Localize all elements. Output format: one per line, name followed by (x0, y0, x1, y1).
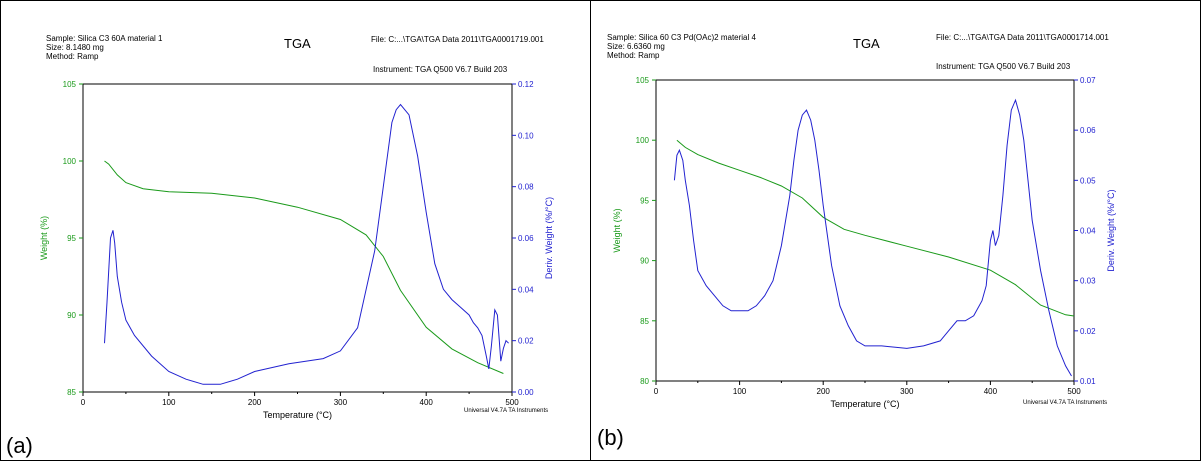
y-right-axis-label: Deriv. Weight (%/°C) (1106, 189, 1116, 271)
y-right-tick-label: 0.04 (518, 285, 534, 294)
y-left-tick-label: 105 (636, 76, 650, 85)
instrument-footer: Universal V4.7A TA Instruments (464, 408, 548, 414)
x-tick-label: 100 (162, 398, 176, 407)
sample-label: Sample: Silica 60 C3 Pd(OAc)2 material 4 (607, 33, 756, 42)
panel-label-a: (a) (6, 433, 33, 458)
y-left-tick-label: 90 (640, 257, 649, 266)
weight-curve (104, 160, 504, 374)
x-tick-label: 300 (334, 398, 348, 407)
y-left-tick-label: 80 (640, 377, 649, 386)
file-label: File: C:...\TGA\TGA Data 2011\TGA0001719… (371, 35, 544, 44)
size-label: Size: 6.6360 mg (607, 42, 665, 51)
x-axis-label: Temperature (°C) (830, 399, 899, 409)
y-right-tick-label: 0.03 (1080, 277, 1096, 286)
derivative-curve (673, 98, 1072, 377)
method-label: Method: Ramp (46, 52, 99, 61)
x-tick-label: 200 (817, 387, 831, 396)
chart-panel-b: Sample: Silica 60 C3 Pd(OAc)2 material 4… (591, 0, 1201, 461)
size-label: Size: 8.1480 mg (46, 43, 104, 52)
x-tick-label: 100 (733, 387, 747, 396)
y-left-tick-label: 90 (67, 311, 76, 320)
chart-svg-b: 0 100 200 300 400 500 80 85 90 95 100 105 0.01 0.02 0.… (612, 76, 1116, 409)
y-right-tick-label: 0.06 (518, 234, 534, 243)
x-tick-label: 500 (505, 398, 519, 407)
panel-label-b: (b) (597, 425, 624, 450)
y-left-tick-label: 95 (67, 234, 76, 243)
instrument-label: Instrument: TGA Q500 V6.7 Build 203 (936, 62, 1071, 71)
x-tick-label: 400 (420, 398, 434, 407)
y-right-tick-label: 0.06 (1080, 126, 1096, 135)
y-right-tick-label: 0.08 (518, 183, 534, 192)
instrument-footer: Universal V4.7A TA Instruments (1023, 400, 1107, 406)
x-tick-label: 300 (900, 387, 914, 396)
y-right-tick-label: 0.00 (518, 388, 534, 397)
y-left-axis-label: Weight (%) (612, 208, 622, 252)
y-right-tick-label: 0.05 (1080, 176, 1096, 185)
x-tick-label: 400 (984, 387, 998, 396)
plot-area (655, 79, 1075, 382)
chart-title: TGA (853, 36, 880, 51)
x-tick-label: 0 (654, 387, 659, 396)
y-left-tick-label: 100 (63, 157, 77, 166)
x-axis-label: Temperature (°C) (263, 410, 332, 420)
x-tick-label: 500 (1067, 387, 1081, 396)
derivative-curve (104, 103, 509, 385)
method-label: Method: Ramp (607, 51, 660, 60)
chart-panel-a: Sample: Silica C3 60A material 1 Size: 8… (0, 0, 590, 461)
file-label: File: C:...\TGA\TGA Data 2011\TGA0001714… (936, 33, 1109, 42)
weight-curve (676, 139, 1075, 317)
y-right-tick-label: 0.04 (1080, 227, 1096, 236)
chart-title: TGA (284, 36, 311, 51)
y-left-tick-label: 85 (640, 317, 649, 326)
y-right-tick-label: 0.02 (1080, 327, 1096, 336)
x-tick-label: 0 (81, 398, 86, 407)
y-right-tick-label: 0.10 (518, 131, 534, 140)
sample-label: Sample: Silica C3 60A material 1 (46, 34, 163, 43)
y-right-tick-label: 0.07 (1080, 76, 1096, 85)
chart-svg-a: 0 100 200 300 400 500 85 90 95 100 105 0.00 0.02 0.04… (39, 80, 554, 420)
y-right-tick-label: 0.12 (518, 80, 534, 89)
y-left-tick-label: 85 (67, 388, 76, 397)
panel-divider (590, 0, 591, 461)
y-left-tick-label: 95 (640, 196, 649, 205)
y-right-axis-label: Deriv. Weight (%/°C) (544, 197, 554, 279)
y-left-axis-label: Weight (%) (39, 216, 49, 260)
x-tick-label: 200 (248, 398, 262, 407)
instrument-label: Instrument: TGA Q500 V6.7 Build 203 (373, 65, 508, 74)
y-left-tick-label: 100 (636, 136, 650, 145)
y-left-tick-label: 105 (63, 80, 77, 89)
y-right-tick-label: 0.02 (518, 337, 534, 346)
y-right-tick-label: 0.01 (1080, 377, 1096, 386)
